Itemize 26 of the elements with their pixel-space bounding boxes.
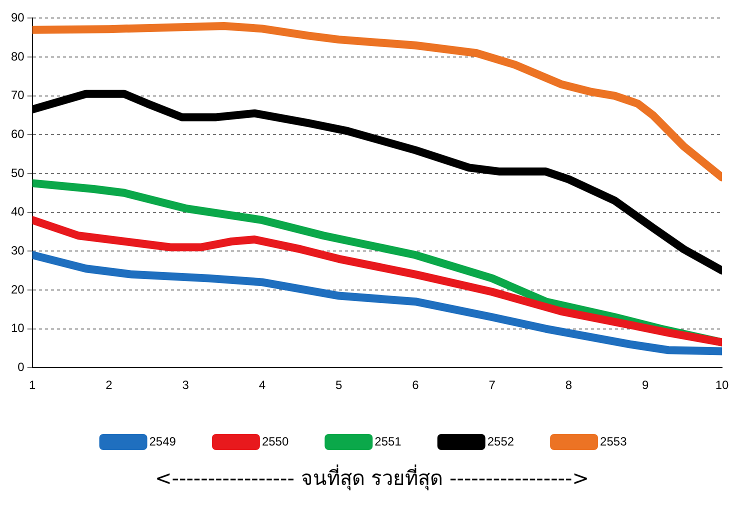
x-tick-label: 8 — [565, 378, 572, 392]
legend-label: 2550 — [262, 434, 289, 448]
x-axis-title: <----------------- จนที่สุด รวยที่สุด -----------------> — [154, 464, 590, 492]
y-tick-label: 50 — [10, 166, 25, 180]
x-tick-label: 10 — [715, 378, 729, 392]
y-tick-label: 80 — [10, 49, 25, 64]
y-tick-label: 70 — [10, 88, 25, 102]
legend-label: 2552 — [487, 434, 514, 448]
x-tick-label: 6 — [412, 378, 420, 392]
x-tick-label: 4 — [258, 378, 266, 392]
x-tick-label: 3 — [182, 378, 190, 392]
x-tick-label: 9 — [642, 378, 650, 392]
legend-label: 2553 — [600, 434, 628, 448]
x-tick-label: 7 — [488, 378, 496, 392]
x-tick-label: 1 — [29, 378, 36, 392]
x-tick-label: 2 — [106, 378, 113, 392]
y-tick-label: 0 — [18, 360, 25, 374]
y-tick-label: 20 — [10, 282, 25, 296]
y-tick-label: 60 — [10, 126, 25, 141]
x-tick-label: 5 — [336, 378, 343, 392]
legend-label: 2549 — [149, 434, 176, 448]
y-tick-label: 10 — [10, 321, 25, 336]
y-tick-label: 30 — [10, 243, 25, 258]
legend-label: 2551 — [374, 434, 402, 448]
y-tick-label: 90 — [10, 10, 25, 25]
y-tick-label: 40 — [10, 204, 25, 219]
